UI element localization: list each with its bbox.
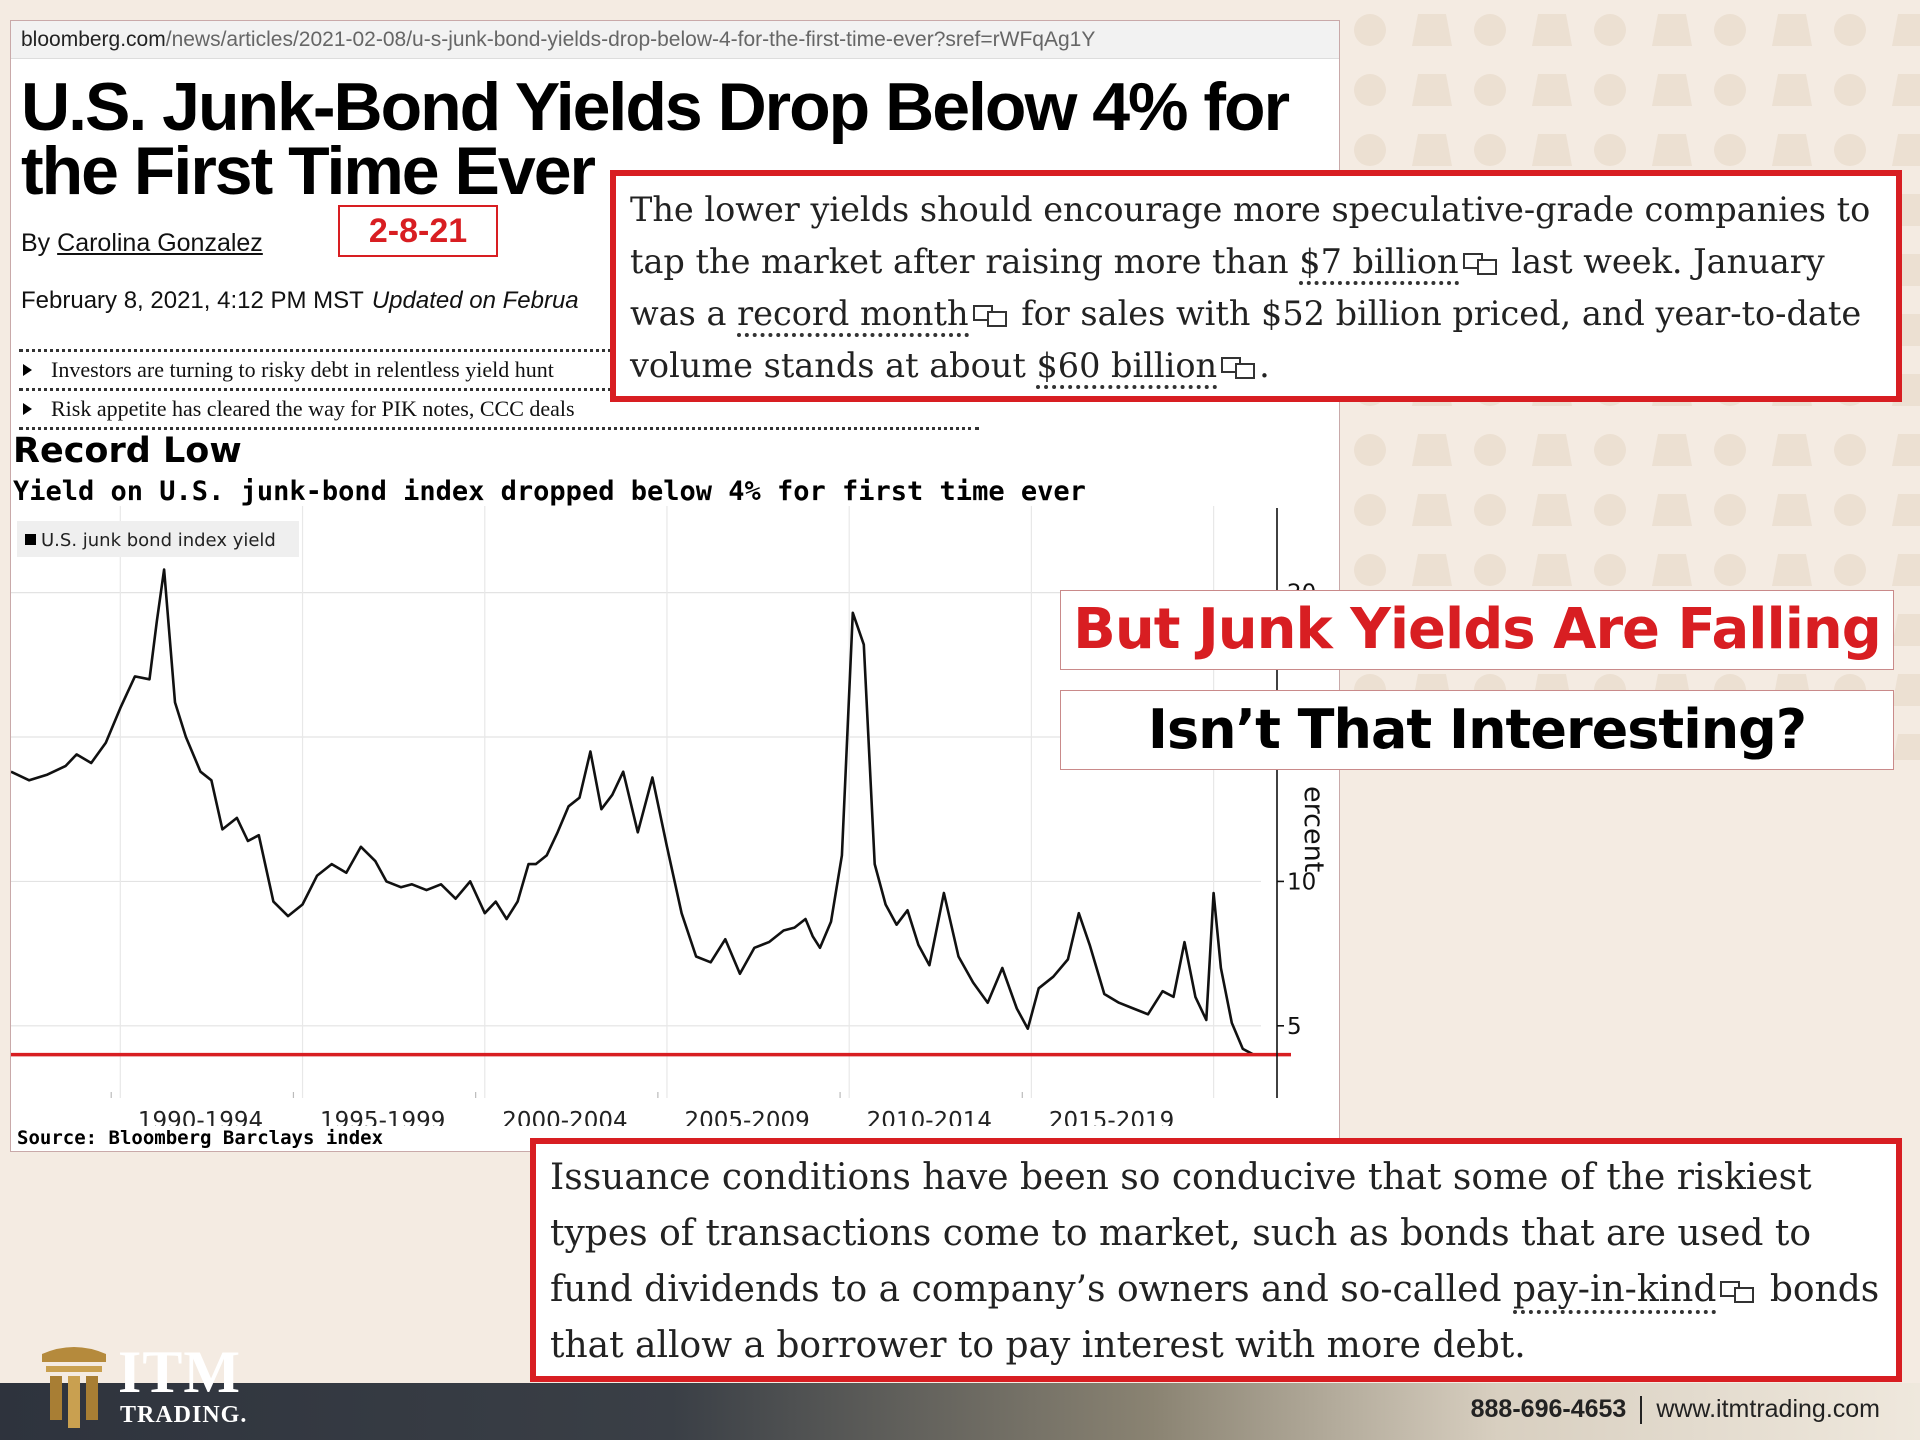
x-ticks: 1990-1994 1995-1999 2000-2004 2005-2009 2010… bbox=[110, 1092, 1174, 1126]
footer-bar bbox=[0, 1383, 1920, 1440]
yield-chart: U.S. junk bond index yield 51020 1990-19… bbox=[11, 506, 1329, 1126]
link-record-month[interactable]: record month bbox=[737, 294, 969, 337]
external-link-icon[interactable] bbox=[972, 305, 1007, 327]
date-tag: 2-8-21 bbox=[338, 205, 498, 257]
x-tick-label: 2005-2009 bbox=[684, 1108, 809, 1126]
bullet-item: Risk appetite has cleared the way for PI… bbox=[19, 388, 979, 427]
headline-line-1: U.S. Junk-Bond Yields Drop Below 4% for bbox=[21, 69, 1290, 145]
published-date: February 8, 2021, 4:12 PM MST bbox=[21, 287, 364, 314]
legend-box bbox=[17, 521, 299, 557]
external-link-icon[interactable] bbox=[1462, 253, 1497, 275]
by-prefix: By bbox=[21, 229, 51, 257]
quote-text: bonds that allow a borrower to pay inter… bbox=[550, 1269, 1880, 1366]
updated-date: Updated on Februa bbox=[371, 287, 579, 314]
chart-title: Record Low bbox=[13, 431, 242, 471]
summary-bullets: Investors are turning to risky debt in r… bbox=[19, 349, 979, 430]
url-path: /news/articles/2021-02-08/u-s-junk-bond-… bbox=[165, 28, 1096, 51]
divider bbox=[1640, 1396, 1643, 1425]
pillar-logo-icon bbox=[42, 1347, 106, 1428]
logo-text: ITM bbox=[118, 1339, 241, 1405]
website-link[interactable]: www.itmtrading.com bbox=[1656, 1395, 1880, 1423]
quote-text: for sales with $52 billion priced, and y… bbox=[630, 294, 1862, 385]
logo-subtext: TRADING. bbox=[120, 1402, 248, 1428]
x-tick-label: 1995-1999 bbox=[320, 1108, 445, 1126]
byline: By Carolina Gonzalez bbox=[21, 229, 263, 258]
legend-swatch bbox=[25, 534, 36, 545]
y-tick-label: 10 bbox=[1287, 869, 1316, 895]
banner-interesting: Isn’t That Interesting? bbox=[1060, 690, 1894, 770]
author-link[interactable]: Carolina Gonzalez bbox=[57, 229, 263, 257]
bullet-text: Risk appetite has cleared the way for PI… bbox=[51, 396, 575, 421]
quote-box-bottom: Issuance conditions have been so conduci… bbox=[530, 1138, 1902, 1382]
bullet-arrow-icon bbox=[23, 364, 32, 376]
article-headline: U.S. Junk-Bond Yields Drop Below 4% for … bbox=[21, 73, 1339, 205]
phone-number[interactable]: 888-696-4653 bbox=[1470, 1395, 1627, 1423]
series-line bbox=[11, 568, 1255, 1056]
quote-box-top: The lower yields should encourage more s… bbox=[610, 170, 1902, 402]
url-bar[interactable]: bloomberg.com/news/articles/2021-02-08/u… bbox=[11, 21, 1339, 59]
chart-grid bbox=[11, 506, 1261, 1098]
dateline: February 8, 2021, 4:12 PM MST Updated on … bbox=[21, 287, 579, 315]
y-tick-label: 5 bbox=[1287, 1014, 1302, 1040]
external-link-icon[interactable] bbox=[1221, 357, 1256, 379]
banner-falling-yields: But Junk Yields Are Falling bbox=[1060, 590, 1894, 670]
quote-text: Issuance conditions have been so conduci… bbox=[550, 1157, 1812, 1310]
url-host: bloomberg.com bbox=[21, 28, 166, 51]
y-axis-label: ercent bbox=[1298, 786, 1329, 872]
bullet-arrow-icon bbox=[23, 403, 32, 415]
headline-line-2: the First Time Ever bbox=[21, 133, 596, 209]
bullet-text: Investors are turning to risky debt in r… bbox=[51, 357, 554, 382]
x-tick-label: 1990-1994 bbox=[138, 1108, 263, 1126]
contact-info: 888-696-4653 www.itmtrading.com bbox=[1470, 1395, 1880, 1425]
link-7-billion[interactable]: $7 billion bbox=[1299, 242, 1459, 285]
chart-subtitle: Yield on U.S. junk-bond index dropped be… bbox=[13, 476, 1086, 507]
chart-source: Source: Bloomberg Barclays index bbox=[17, 1127, 384, 1149]
quote-text: . bbox=[1259, 346, 1270, 385]
x-tick-label: 2015-2019 bbox=[1049, 1108, 1174, 1126]
link-60-billion[interactable]: $60 billion bbox=[1036, 346, 1218, 389]
quote-text: The lower yields should encourage more s… bbox=[630, 190, 1871, 281]
link-pay-in-kind[interactable]: pay-in-kind bbox=[1512, 1269, 1717, 1314]
itm-trading-logo: ITM TRADING. bbox=[38, 1342, 258, 1434]
legend-label: U.S. junk bond index yield bbox=[41, 530, 276, 551]
external-link-icon[interactable] bbox=[1720, 1281, 1755, 1303]
x-tick-label: 2010-2014 bbox=[867, 1108, 992, 1126]
quote-text: last week. January was a bbox=[630, 242, 1825, 333]
x-tick-label: 2000-2004 bbox=[502, 1108, 627, 1126]
bullet-item: Investors are turning to risky debt in r… bbox=[19, 352, 979, 388]
